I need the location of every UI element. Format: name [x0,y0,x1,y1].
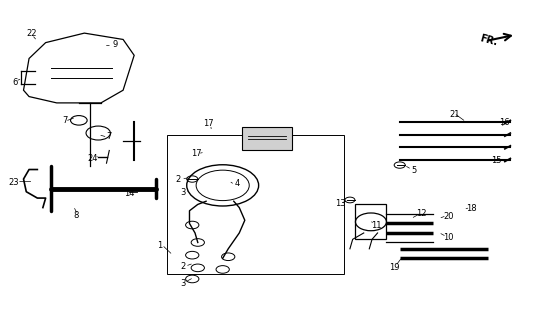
Text: 14: 14 [125,189,135,198]
Text: 3: 3 [180,188,186,197]
Text: 3: 3 [180,279,186,288]
Text: 7: 7 [62,116,68,125]
Text: 23: 23 [8,178,19,187]
Text: 4: 4 [235,179,240,188]
Text: 1: 1 [157,241,163,250]
Text: 19: 19 [389,263,399,272]
Text: 8: 8 [73,211,79,220]
Text: 7: 7 [107,132,112,141]
Text: 11: 11 [371,220,382,229]
Bar [242,127,292,150]
Text: 9: 9 [112,40,117,49]
Text: 6: 6 [13,78,18,87]
Text: 5: 5 [411,166,416,175]
Text: 2: 2 [180,262,186,271]
Text: 18: 18 [466,204,477,213]
Text: 24: 24 [87,154,98,163]
Text: 2: 2 [176,175,181,184]
Text: 17: 17 [203,119,214,128]
Text: 12: 12 [416,209,427,219]
Text: 20: 20 [443,212,454,221]
Text: 10: 10 [443,233,454,242]
Text: 21: 21 [450,109,460,118]
Text: 13: 13 [335,199,345,208]
Text: 16: 16 [499,118,510,127]
Text: FR.: FR. [478,34,498,48]
Text: 17: 17 [191,148,201,157]
Text: 22: 22 [27,28,37,38]
Bar [167,135,344,274]
Text: 15: 15 [492,156,502,165]
Bar [355,204,386,239]
